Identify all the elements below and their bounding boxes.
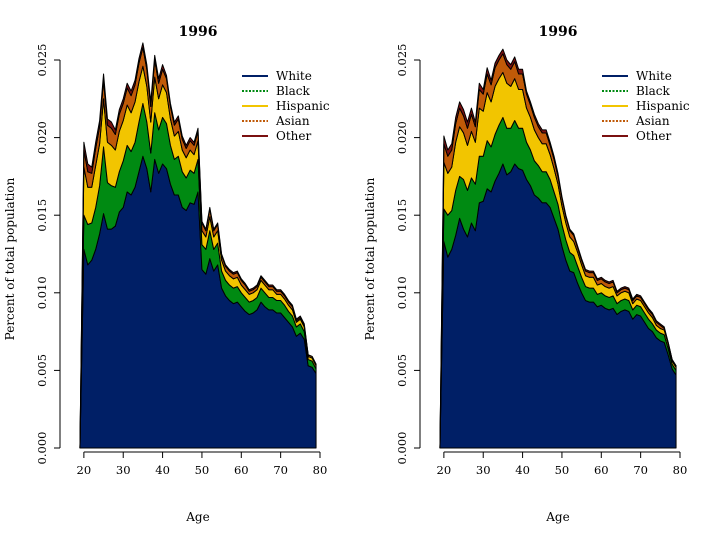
chart-panel-right: 1996 0.000 0.005 0.010 0.015 0.020 0.025 20 30 40…	[363, 24, 690, 524]
x-tick-label: 50	[195, 463, 210, 477]
legend-label-white: White	[276, 69, 312, 83]
legend-label-black: Black	[276, 84, 311, 98]
y-tick-label: 0.020	[395, 121, 409, 154]
x-tick-label: 80	[673, 463, 688, 477]
chart-title: 1996	[179, 24, 218, 40]
x-axis-label: Age	[185, 510, 209, 524]
chart-title: 1996	[539, 24, 578, 40]
area-other	[79, 42, 317, 449]
legend-label-white: White	[636, 69, 672, 83]
y-tick-label: 0.000	[395, 432, 409, 465]
y-tick-label: 0.010	[395, 276, 409, 309]
x-tick-label: 60	[594, 463, 609, 477]
y-tick-label: 0.015	[35, 199, 49, 232]
x-tick-label: 40	[515, 463, 530, 477]
y-axis-label: Percent of total population	[363, 177, 377, 340]
y-tick-label: 0.010	[35, 276, 49, 309]
y-tick-label: 0.020	[35, 121, 49, 154]
y-tick-label: 0.025	[395, 44, 409, 77]
x-tick-label: 20	[437, 463, 452, 477]
x-tick-label: 50	[555, 463, 570, 477]
x-axis-label: Age	[545, 510, 569, 524]
x-tick-label: 20	[77, 463, 92, 477]
x-tick-label: 70	[273, 463, 288, 477]
y-tick-label: 0.015	[395, 199, 409, 232]
legend-label-asian: Asian	[275, 114, 310, 128]
x-tick-label: 30	[476, 463, 491, 477]
y-tick-label: 0.000	[35, 432, 49, 465]
legend-label-asian: Asian	[635, 114, 670, 128]
legend-label-other: Other	[276, 129, 311, 143]
chart-panel-left: 1996 0.000 0.005 0.010 0.015 0.020 0.025 20 30 40…	[3, 24, 330, 524]
x-tick-label: 30	[116, 463, 131, 477]
legend-label-other: Other	[636, 129, 671, 143]
legend-label-hispanic: Hispanic	[276, 99, 330, 113]
x-tick-label: 70	[633, 463, 648, 477]
y-axis-label: Percent of total population	[3, 177, 17, 340]
y-tick-label: 0.005	[35, 354, 49, 387]
y-tick-label: 0.005	[395, 354, 409, 387]
x-tick-label: 60	[234, 463, 249, 477]
legend-label-black: Black	[636, 84, 671, 98]
x-tick-label: 40	[155, 463, 170, 477]
y-tick-label: 0.025	[35, 44, 49, 77]
legend-label-hispanic: Hispanic	[636, 99, 690, 113]
area-other	[439, 48, 677, 449]
x-tick-label: 80	[313, 463, 328, 477]
